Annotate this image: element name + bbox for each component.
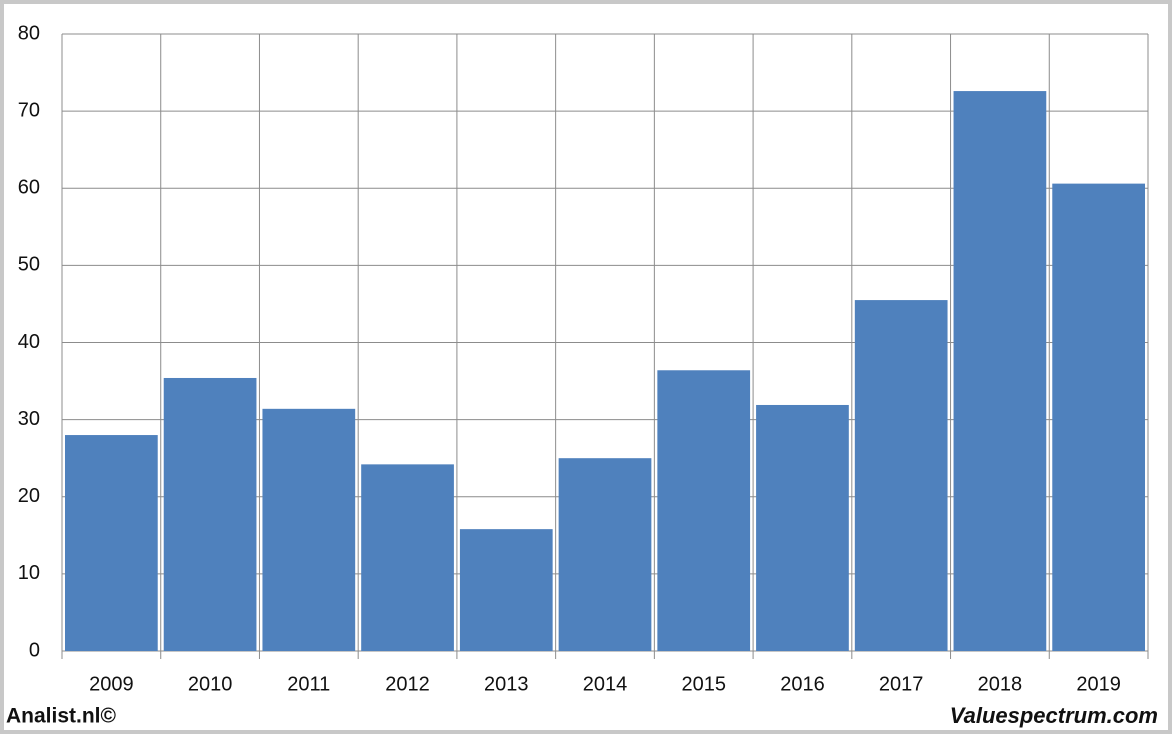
y-tick-label: 10 xyxy=(18,562,40,584)
bar xyxy=(854,300,948,651)
bar xyxy=(756,404,849,651)
x-tick-label: 2013 xyxy=(484,673,529,695)
bar xyxy=(65,435,158,651)
y-tick-label: 80 xyxy=(18,22,40,44)
footer-right: Valuespectrum.com xyxy=(950,703,1158,728)
x-tick-label: 2019 xyxy=(1076,673,1121,695)
x-tick-label: 2015 xyxy=(681,673,726,695)
y-tick-label: 0 xyxy=(29,639,40,661)
bar xyxy=(163,377,257,651)
y-tick-label: 60 xyxy=(18,177,40,199)
footer-left: Analist.nl© xyxy=(6,705,117,728)
bar xyxy=(361,464,454,651)
bar xyxy=(1052,183,1145,651)
bar xyxy=(558,458,652,651)
x-tick-label: 2018 xyxy=(978,673,1023,695)
bar xyxy=(459,529,553,651)
x-tick-label: 2010 xyxy=(188,673,233,695)
y-tick-label: 50 xyxy=(18,254,40,276)
bar xyxy=(657,370,751,651)
x-tick-label: 2009 xyxy=(89,673,134,695)
y-tick-label: 30 xyxy=(18,408,40,430)
x-tick-label: 2012 xyxy=(385,673,430,695)
y-tick-label: 70 xyxy=(18,99,40,121)
x-tick-label: 2017 xyxy=(879,673,924,695)
y-tick-label: 40 xyxy=(18,331,40,353)
x-tick-label: 2014 xyxy=(583,673,628,695)
bar xyxy=(262,408,356,651)
bar xyxy=(953,91,1047,651)
x-tick-label: 2016 xyxy=(780,673,825,695)
x-tick-label: 2011 xyxy=(287,673,330,695)
y-tick-label: 20 xyxy=(18,485,40,507)
